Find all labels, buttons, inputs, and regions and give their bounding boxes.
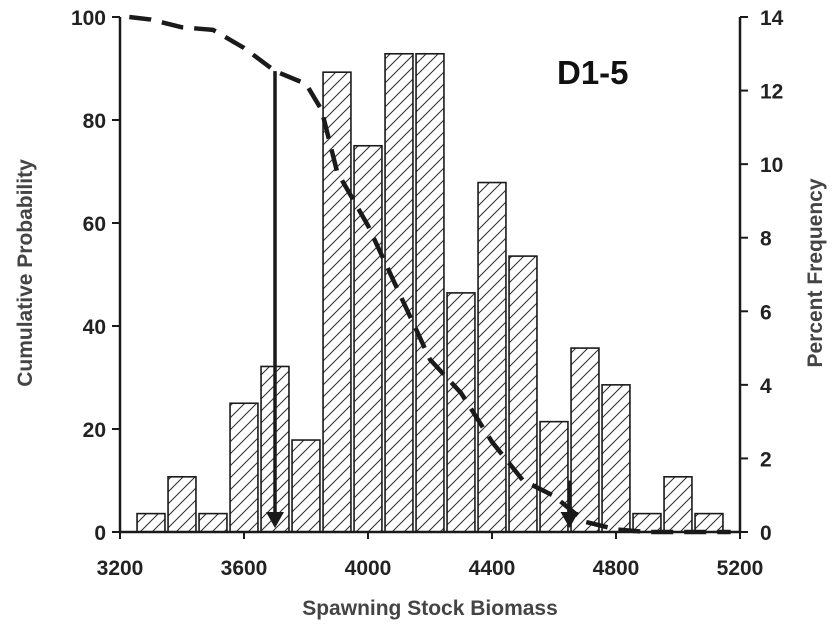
histogram-bar: [322, 71, 352, 533]
histogram-bar: [508, 255, 538, 533]
chart-text: D1-5 Spawning Stock Biomass Cumulative P…: [14, 7, 827, 620]
y-left-tick-label: 20: [83, 419, 106, 442]
cumulative-probability-line: [129, 14, 731, 535]
x-tick-label: 3600: [221, 557, 268, 580]
x-tick-label: 3200: [97, 557, 144, 580]
y-left-tick-label: 60: [83, 213, 106, 236]
x-tick-label: 4000: [345, 557, 392, 580]
y-right-tick-label: 6: [760, 301, 772, 324]
histogram-bar: [353, 144, 383, 533]
x-tick-label: 4800: [593, 557, 640, 580]
histogram-bar: [570, 347, 600, 533]
histogram-bar: [136, 512, 166, 533]
y-right-tick-label: 0: [760, 522, 772, 545]
histogram-bars: [136, 52, 724, 533]
histogram-bar: [167, 476, 197, 533]
panel-label: D1-5: [557, 54, 629, 91]
y-left-tick-label: 0: [94, 522, 106, 545]
y-right-tick-label: 14: [760, 7, 784, 30]
y-axis-left-title: Cumulative Probability: [14, 159, 37, 387]
arrows: [266, 71, 579, 528]
y-right-tick-label: 10: [760, 154, 783, 177]
histogram-bar: [601, 384, 631, 533]
y-left-tick-label: 40: [83, 316, 106, 339]
arrow-head: [266, 512, 284, 528]
histogram-bar: [198, 512, 228, 533]
y-left-tick-label: 80: [83, 110, 106, 133]
y-right-tick-label: 12: [760, 81, 783, 104]
histogram-bar: [694, 512, 724, 533]
arrow-head: [560, 512, 579, 528]
y-right-tick-label: 8: [760, 228, 772, 251]
histogram-bar: [384, 52, 414, 533]
histogram-bar: [229, 402, 259, 533]
y-axis-right-title: Percent Frequency: [804, 178, 827, 367]
x-tick-label: 4400: [469, 557, 516, 580]
histogram-bar: [415, 52, 445, 533]
histogram-bar: [446, 292, 476, 533]
y-left-tick-label: 100: [71, 7, 106, 30]
cumulative-line: [129, 14, 731, 535]
axes: [112, 16, 748, 539]
y-right-tick-label: 2: [760, 448, 772, 471]
histogram-bar: [477, 181, 507, 533]
y-right-tick-label: 4: [760, 375, 772, 398]
x-axis-title: Spawning Stock Biomass: [302, 597, 558, 620]
histogram-bar: [291, 439, 321, 533]
histogram-bar: [663, 476, 693, 533]
x-tick-label: 5200: [717, 557, 764, 580]
